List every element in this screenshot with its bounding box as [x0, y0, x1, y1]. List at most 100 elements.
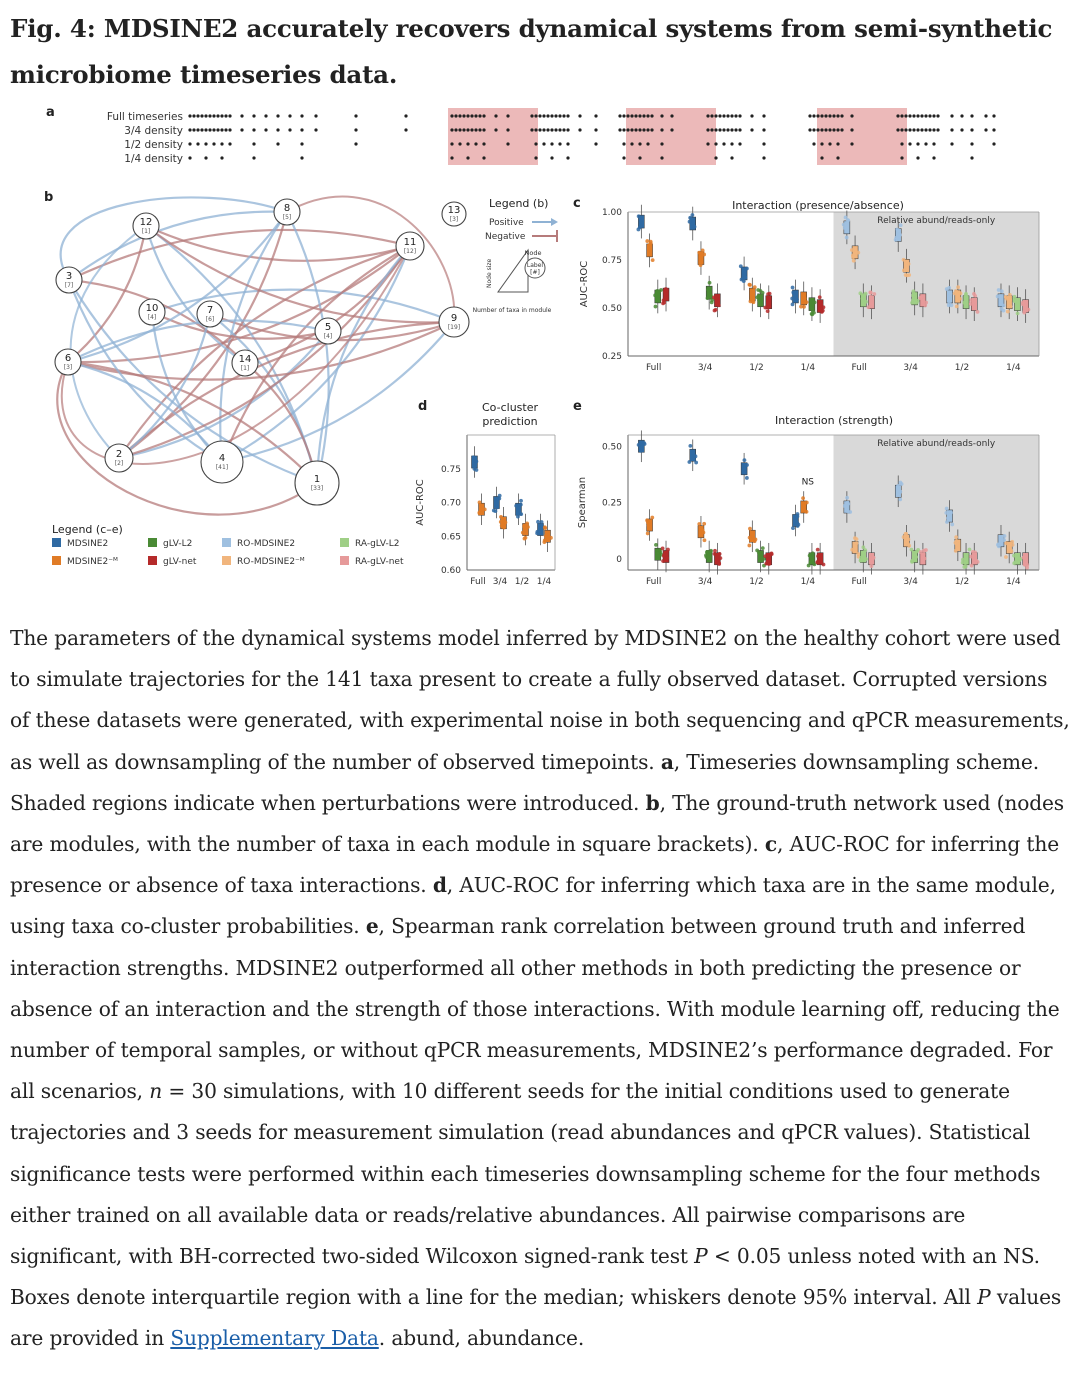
legend-item-label: RO-MDSINE2 — [237, 539, 295, 549]
data-point — [999, 289, 1004, 294]
timepoint-dot — [706, 128, 710, 132]
data-point — [697, 522, 702, 526]
supplementary-data-link[interactable]: Supplementary Data — [170, 1326, 379, 1351]
data-point — [1004, 541, 1009, 546]
data-point — [646, 523, 651, 528]
positive-interaction-edge — [221, 321, 455, 464]
data-point — [477, 500, 482, 505]
timepoint-dot — [314, 114, 318, 118]
timepoint-dot — [670, 128, 674, 132]
data-point — [858, 558, 863, 563]
node-id: 3 — [66, 271, 72, 282]
negative-interaction-edge — [67, 245, 411, 364]
legend-node-size-axis: Node size — [486, 258, 493, 288]
data-point — [702, 538, 707, 543]
data-point — [914, 555, 919, 559]
row-label-1-4: 1/4 density — [124, 153, 183, 165]
legend-positive-arrowhead — [551, 218, 558, 226]
positive-interaction-edge — [286, 211, 330, 484]
timepoint-dot — [900, 142, 904, 146]
data-point — [916, 547, 921, 552]
timepoint-dot — [630, 128, 634, 132]
timepoint-dot — [534, 114, 538, 118]
node-circle — [438, 306, 470, 338]
timepoint-dot — [832, 114, 836, 118]
data-point — [642, 441, 646, 445]
data-point — [812, 300, 817, 305]
data-point — [741, 467, 746, 472]
timepoint-dot — [638, 114, 642, 118]
timepoint-dot — [466, 128, 470, 132]
row-label-3-4: 3/4 density — [124, 125, 183, 137]
data-point — [801, 505, 806, 510]
data-point — [474, 459, 479, 464]
data-box — [946, 509, 953, 523]
timepoint-dot — [354, 114, 358, 118]
data-point — [639, 445, 643, 450]
data-point — [842, 226, 847, 230]
timepoint-dot — [474, 128, 478, 132]
timepoint-dot — [550, 128, 554, 132]
node-id: 6 — [65, 353, 71, 364]
row-label-full: Full timeseries — [107, 111, 183, 123]
data-point — [906, 262, 911, 266]
positive-interaction-edge — [59, 196, 288, 281]
data-point — [956, 285, 961, 290]
node-id: 7 — [207, 305, 213, 316]
timepoint-dot — [836, 156, 840, 160]
data-point — [542, 525, 547, 530]
timepoint-dot — [566, 114, 570, 118]
timepoint-dot — [816, 128, 820, 132]
data-point — [858, 291, 863, 296]
data-point — [514, 503, 519, 508]
data-point — [921, 552, 926, 556]
data-point — [747, 543, 752, 548]
timepoint-dot — [734, 128, 738, 132]
data-point — [742, 458, 747, 463]
x-tick-label: Full — [851, 577, 866, 587]
data-point — [905, 273, 909, 278]
timepoint-dot — [722, 114, 726, 118]
data-point — [864, 299, 868, 304]
data-point — [969, 554, 974, 559]
data-point — [868, 290, 873, 295]
timepoint-dot — [240, 114, 244, 118]
timepoint-dot — [850, 114, 854, 118]
legend-label-id: [#] — [530, 269, 540, 276]
caption-text: , AUC-ROC for inferring which taxa are i… — [10, 873, 1056, 939]
data-point — [872, 292, 877, 296]
timepoint-dot — [932, 142, 936, 146]
timepoint-dot — [288, 128, 292, 132]
negative-interaction-edge — [67, 225, 148, 363]
timepoint-dot — [454, 128, 458, 132]
perturbation-region-2 — [626, 108, 716, 165]
timepoint-dot — [762, 142, 766, 146]
data-point — [1012, 561, 1017, 566]
data-point — [662, 300, 667, 305]
data-point — [863, 548, 868, 553]
node-circle — [231, 349, 259, 377]
timepoint-dot — [404, 128, 408, 132]
timepoint-dot — [474, 114, 478, 118]
data-point — [999, 306, 1004, 311]
data-point — [744, 266, 749, 271]
data-point — [897, 232, 902, 237]
timepoint-dot — [908, 128, 912, 132]
data-point — [967, 547, 972, 552]
data-point — [760, 546, 765, 551]
timepoint-dot — [220, 142, 224, 146]
timepoint-dot — [832, 128, 836, 132]
legend-node-text: Node — [525, 249, 542, 257]
y-tick-label: 1.00 — [602, 208, 622, 218]
timepoint-dot — [450, 114, 454, 118]
timepoint-dot — [762, 128, 766, 132]
data-point — [648, 248, 652, 253]
timepoint-dot — [992, 128, 996, 132]
y-tick-label: 0.75 — [602, 256, 622, 266]
data-point — [851, 255, 856, 260]
data-point — [482, 507, 487, 512]
data-point — [709, 548, 713, 553]
negative-interaction-edge — [56, 361, 318, 516]
timepoint-dot — [462, 114, 466, 118]
timepoint-dot — [660, 128, 664, 132]
